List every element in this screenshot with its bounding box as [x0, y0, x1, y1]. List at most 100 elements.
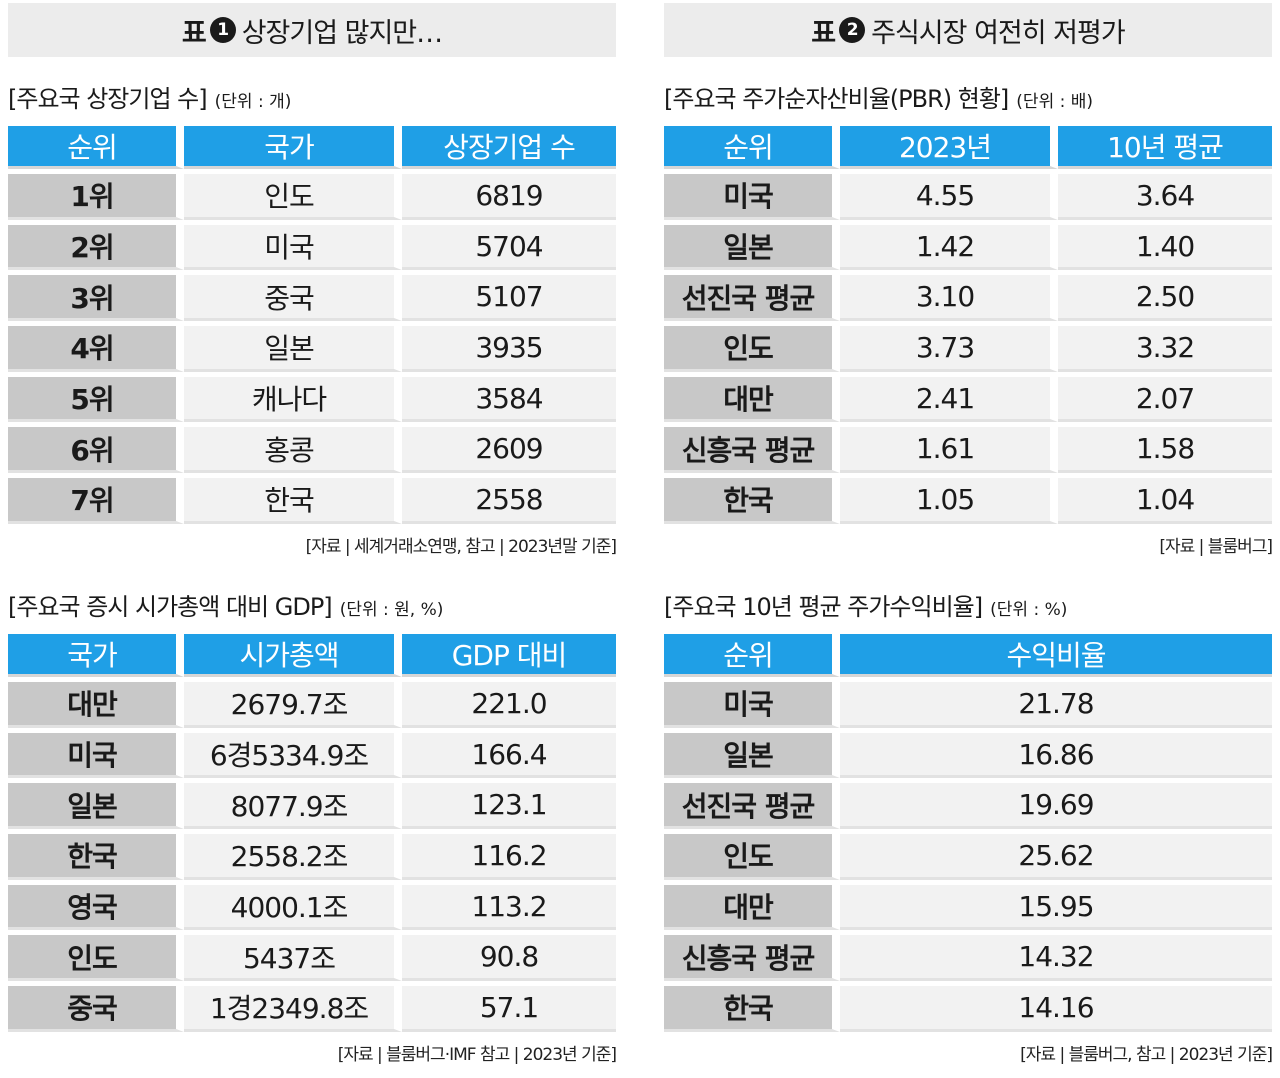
pbr-row-label-cell: 신흥국 평균 [664, 422, 840, 474]
gdp-value-cell: 90.8 [402, 930, 616, 982]
gdp-value-cell: 221.0 [402, 677, 616, 728]
pbr-table-row: 선진국 평균 3.10 2.50 [664, 270, 1272, 322]
pbr-row-label-cell: 일본 [664, 219, 840, 271]
listed-table-row: 2위 미국 5704 [8, 219, 616, 271]
gdp-header-cell: 국가 [8, 634, 184, 677]
listed-row-label-cell: 3위 [8, 270, 184, 322]
pbr-value-cell: 4.55 [840, 169, 1058, 220]
listed-table-row: 4위 일본 3935 [8, 321, 616, 372]
listed-value-cell: 3935 [402, 321, 616, 372]
gdp-header-cell: GDP 대비 [402, 634, 616, 677]
right-column: 표 2 주식시장 여전히 저평가 [주요국 주가순자산비율(PBR) 현황] (… [664, 0, 1273, 1065]
listed-row-label-cell: 7위 [8, 473, 184, 524]
table1-banner: 표 1 상장기업 많지만… [8, 3, 616, 57]
pbr-table-row: 인도 3.73 3.32 [664, 321, 1272, 372]
pbr-row-label-cell: 인도 [664, 321, 840, 372]
listed-table-row: 3위 중국 5107 [8, 270, 616, 322]
gdp-table-row: 인도 5437조 90.8 [8, 930, 616, 982]
per-value-cell: 16.86 [840, 727, 1272, 779]
gdp-caption-text: [주요국 증시 시가총액 대비 GDP] [8, 593, 333, 621]
gdp-row-label-cell: 일본 [8, 778, 184, 830]
per-table-row: 미국 21.78 [664, 677, 1272, 728]
gdp-source: [자료 | 블룸버그·IMF 참고 | 2023년 기준] [337, 1044, 617, 1065]
per-source: [자료 | 블룸버그, 참고 | 2023년 기준] [1020, 1044, 1273, 1065]
table1-title: 상장기업 많지만… [241, 17, 443, 49]
pbr-caption-text: [주요국 주가순자산비율(PBR) 현황] [664, 85, 1009, 113]
pbr-row-label-cell: 선진국 평균 [664, 270, 840, 322]
per-value-cell: 15.95 [840, 879, 1272, 931]
per-header-cell: 수익비율 [840, 634, 1272, 677]
listed-value-cell: 캐나다 [184, 371, 402, 423]
gdp-table-row: 대만 2679.7조 221.0 [8, 677, 616, 728]
pbr-header-row: 순위 2023년 10년 평균 [664, 126, 1272, 169]
gdp-section: [주요국 증시 시가총액 대비 GDP] (단위 : 원, %) 국가 시가총액… [8, 588, 617, 1065]
gdp-value-cell: 2679.7조 [184, 677, 402, 728]
gdp-value-cell: 166.4 [402, 727, 616, 779]
listed-row-label-cell: 6위 [8, 422, 184, 474]
listed-table: 순위 국가 상장기업 수 1위 인도 6819 2위 미국 5704 3위 중국 5107 4위 일… [8, 126, 616, 524]
per-row-label-cell: 미국 [664, 677, 840, 728]
table1-label: 표 [181, 17, 207, 49]
pbr-table-row: 한국 1.05 1.04 [664, 473, 1272, 524]
gdp-row-label-cell: 미국 [8, 727, 184, 779]
per-table-row: 인도 25.62 [664, 829, 1272, 880]
listed-row-label-cell: 1위 [8, 169, 184, 220]
pbr-row-label-cell: 대만 [664, 371, 840, 423]
pbr-section: [주요국 주가순자산비율(PBR) 현황] (단위 : 배) 순위 2023년 … [664, 80, 1273, 557]
listed-caption: [주요국 상장기업 수] (단위 : 개) [8, 80, 616, 114]
per-table-row: 신흥국 평균 14.32 [664, 930, 1272, 982]
per-table-row: 대만 15.95 [664, 879, 1272, 931]
per-table-row: 일본 16.86 [664, 727, 1272, 779]
listed-table-row: 1위 인도 6819 [8, 169, 616, 220]
listed-row-label-cell: 5위 [8, 371, 184, 423]
listed-value-cell: 중국 [184, 270, 402, 322]
per-caption-text: [주요국 10년 평균 주가수익비율] [664, 593, 983, 621]
per-section: [주요국 10년 평균 주가수익비율] (단위 : %) 순위 수익비율 미국 2… [664, 588, 1273, 1065]
listed-row-label-cell: 2위 [8, 219, 184, 271]
table2-title: 주식시장 여전히 저평가 [871, 17, 1126, 49]
pbr-value-cell: 3.73 [840, 321, 1058, 372]
gdp-row-label-cell: 대만 [8, 677, 184, 728]
listed-header-cell: 상장기업 수 [402, 126, 616, 169]
per-value-cell: 19.69 [840, 778, 1272, 830]
listed-value-cell: 5107 [402, 270, 616, 322]
table2-banner: 표 2 주식시장 여전히 저평가 [664, 3, 1272, 57]
listed-value-cell: 6819 [402, 169, 616, 220]
listed-value-cell: 2558 [402, 473, 616, 524]
listed-header-cell: 순위 [8, 126, 184, 169]
gdp-header-cell: 시가총액 [184, 634, 402, 677]
gdp-value-cell: 1경2349.8조 [184, 981, 402, 1032]
pbr-table-row: 일본 1.42 1.40 [664, 219, 1272, 271]
pbr-table-row: 신흥국 평균 1.61 1.58 [664, 422, 1272, 474]
gdp-row-label-cell: 중국 [8, 981, 184, 1032]
per-row-label-cell: 선진국 평균 [664, 778, 840, 830]
listed-table-row: 5위 캐나다 3584 [8, 371, 616, 423]
per-unit: (단위 : %) [990, 600, 1068, 620]
gdp-value-cell: 6경5334.9조 [184, 727, 402, 779]
gdp-value-cell: 116.2 [402, 829, 616, 880]
listed-value-cell: 미국 [184, 219, 402, 271]
pbr-unit: (단위 : 배) [1016, 92, 1094, 112]
pbr-value-cell: 1.61 [840, 422, 1058, 474]
pbr-row-label-cell: 미국 [664, 169, 840, 220]
pbr-value-cell: 1.05 [840, 473, 1058, 524]
listed-header-cell: 국가 [184, 126, 402, 169]
per-row-label-cell: 대만 [664, 879, 840, 931]
pbr-value-cell: 2.41 [840, 371, 1058, 423]
gdp-table-row: 중국 1경2349.8조 57.1 [8, 981, 616, 1032]
per-table-row: 한국 14.16 [664, 981, 1272, 1032]
listed-unit: (단위 : 개) [214, 92, 292, 112]
gdp-value-cell: 8077.9조 [184, 778, 402, 830]
gdp-value-cell: 5437조 [184, 930, 402, 982]
per-row-label-cell: 한국 [664, 981, 840, 1032]
pbr-value-cell: 2.07 [1058, 371, 1272, 423]
pbr-value-cell: 1.58 [1058, 422, 1272, 474]
pbr-table-row: 미국 4.55 3.64 [664, 169, 1272, 220]
gdp-header-row: 국가 시가총액 GDP 대비 [8, 634, 616, 677]
per-row-label-cell: 일본 [664, 727, 840, 779]
gdp-value-cell: 4000.1조 [184, 879, 402, 931]
listed-table-row: 6위 홍콩 2609 [8, 422, 616, 474]
pbr-source: [자료 | 블룸버그] [1159, 536, 1273, 557]
listed-source: [자료 | 세계거래소연맹, 참고 | 2023년말 기준] [305, 536, 617, 557]
pbr-value-cell: 1.40 [1058, 219, 1272, 271]
